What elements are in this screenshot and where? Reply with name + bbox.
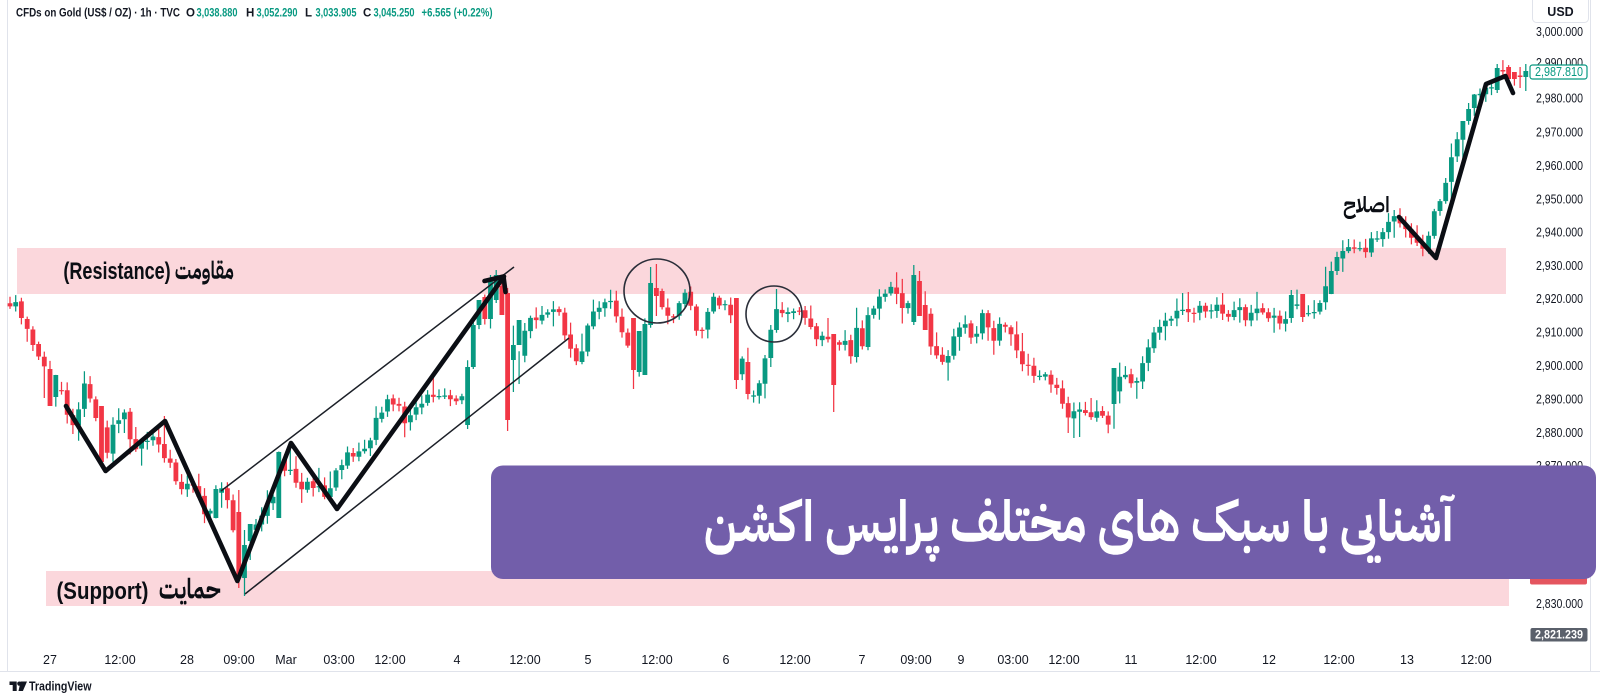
svg-text:2,980.000: 2,980.000 [1536, 92, 1583, 106]
svg-text:3,000.000: 3,000.000 [1536, 25, 1583, 39]
svg-text:7: 7 [859, 653, 866, 667]
svg-text:12:00: 12:00 [779, 653, 810, 667]
svg-text:O: O [186, 8, 195, 20]
svg-text:(Resistance): (Resistance) [63, 258, 170, 285]
svg-text:09:00: 09:00 [900, 653, 931, 667]
svg-text:12:00: 12:00 [1185, 653, 1216, 667]
svg-text:5: 5 [585, 653, 592, 667]
svg-text:09:00: 09:00 [223, 653, 254, 667]
svg-text:12:00: 12:00 [509, 653, 540, 667]
svg-text:3,038.880: 3,038.880 [197, 8, 238, 20]
svg-text:03:00: 03:00 [997, 653, 1028, 667]
svg-text:3,052.290: 3,052.290 [257, 8, 298, 20]
svg-text:H: H [246, 8, 254, 20]
svg-text:CFDs on Gold (US$ / OZ) · 1h ·: CFDs on Gold (US$ / OZ) · 1h · TVC [16, 8, 180, 20]
svg-text:28: 28 [180, 653, 194, 667]
svg-text:12: 12 [1262, 653, 1276, 667]
svg-text:2,880.000: 2,880.000 [1536, 426, 1583, 440]
svg-text:+6.565 (+0.22%): +6.565 (+0.22%) [422, 8, 493, 20]
svg-text:12:00: 12:00 [1048, 653, 1079, 667]
svg-text:Mar: Mar [275, 653, 297, 667]
svg-text:2,970.000: 2,970.000 [1536, 126, 1583, 140]
svg-text:27: 27 [43, 653, 57, 667]
svg-text:3,033.905: 3,033.905 [316, 8, 357, 20]
svg-text:USD: USD [1547, 5, 1573, 19]
svg-text:C: C [363, 8, 371, 20]
svg-text:6: 6 [723, 653, 730, 667]
svg-text:12:00: 12:00 [1460, 653, 1491, 667]
svg-text:4: 4 [454, 653, 461, 667]
svg-text:2,910.000: 2,910.000 [1536, 326, 1583, 340]
svg-text:11: 11 [1125, 653, 1138, 667]
svg-text:13: 13 [1400, 653, 1414, 667]
svg-text:(Support): (Support) [57, 578, 149, 605]
svg-text:3,045.250: 3,045.250 [374, 8, 415, 20]
svg-text:2,920.000: 2,920.000 [1536, 292, 1583, 306]
svg-text:12:00: 12:00 [374, 653, 405, 667]
svg-text:2,890.000: 2,890.000 [1536, 392, 1583, 406]
svg-text:TradingView: TradingView [29, 679, 92, 694]
svg-text:2,987.810: 2,987.810 [1535, 65, 1583, 79]
svg-text:9: 9 [958, 653, 965, 667]
svg-text:12:00: 12:00 [104, 653, 135, 667]
svg-text:2,830.000: 2,830.000 [1536, 597, 1583, 611]
svg-text:2,930.000: 2,930.000 [1536, 259, 1583, 273]
svg-text:03:00: 03:00 [323, 653, 354, 667]
svg-text:2,821.239: 2,821.239 [1535, 628, 1583, 642]
svg-text:2,960.000: 2,960.000 [1536, 159, 1583, 173]
svg-text:2,900.000: 2,900.000 [1536, 359, 1583, 373]
svg-text:12:00: 12:00 [641, 653, 672, 667]
svg-text:12:00: 12:00 [1323, 653, 1354, 667]
svg-text:2,940.000: 2,940.000 [1536, 225, 1583, 239]
svg-text:L: L [305, 8, 312, 20]
svg-text:2,950.000: 2,950.000 [1536, 192, 1583, 206]
